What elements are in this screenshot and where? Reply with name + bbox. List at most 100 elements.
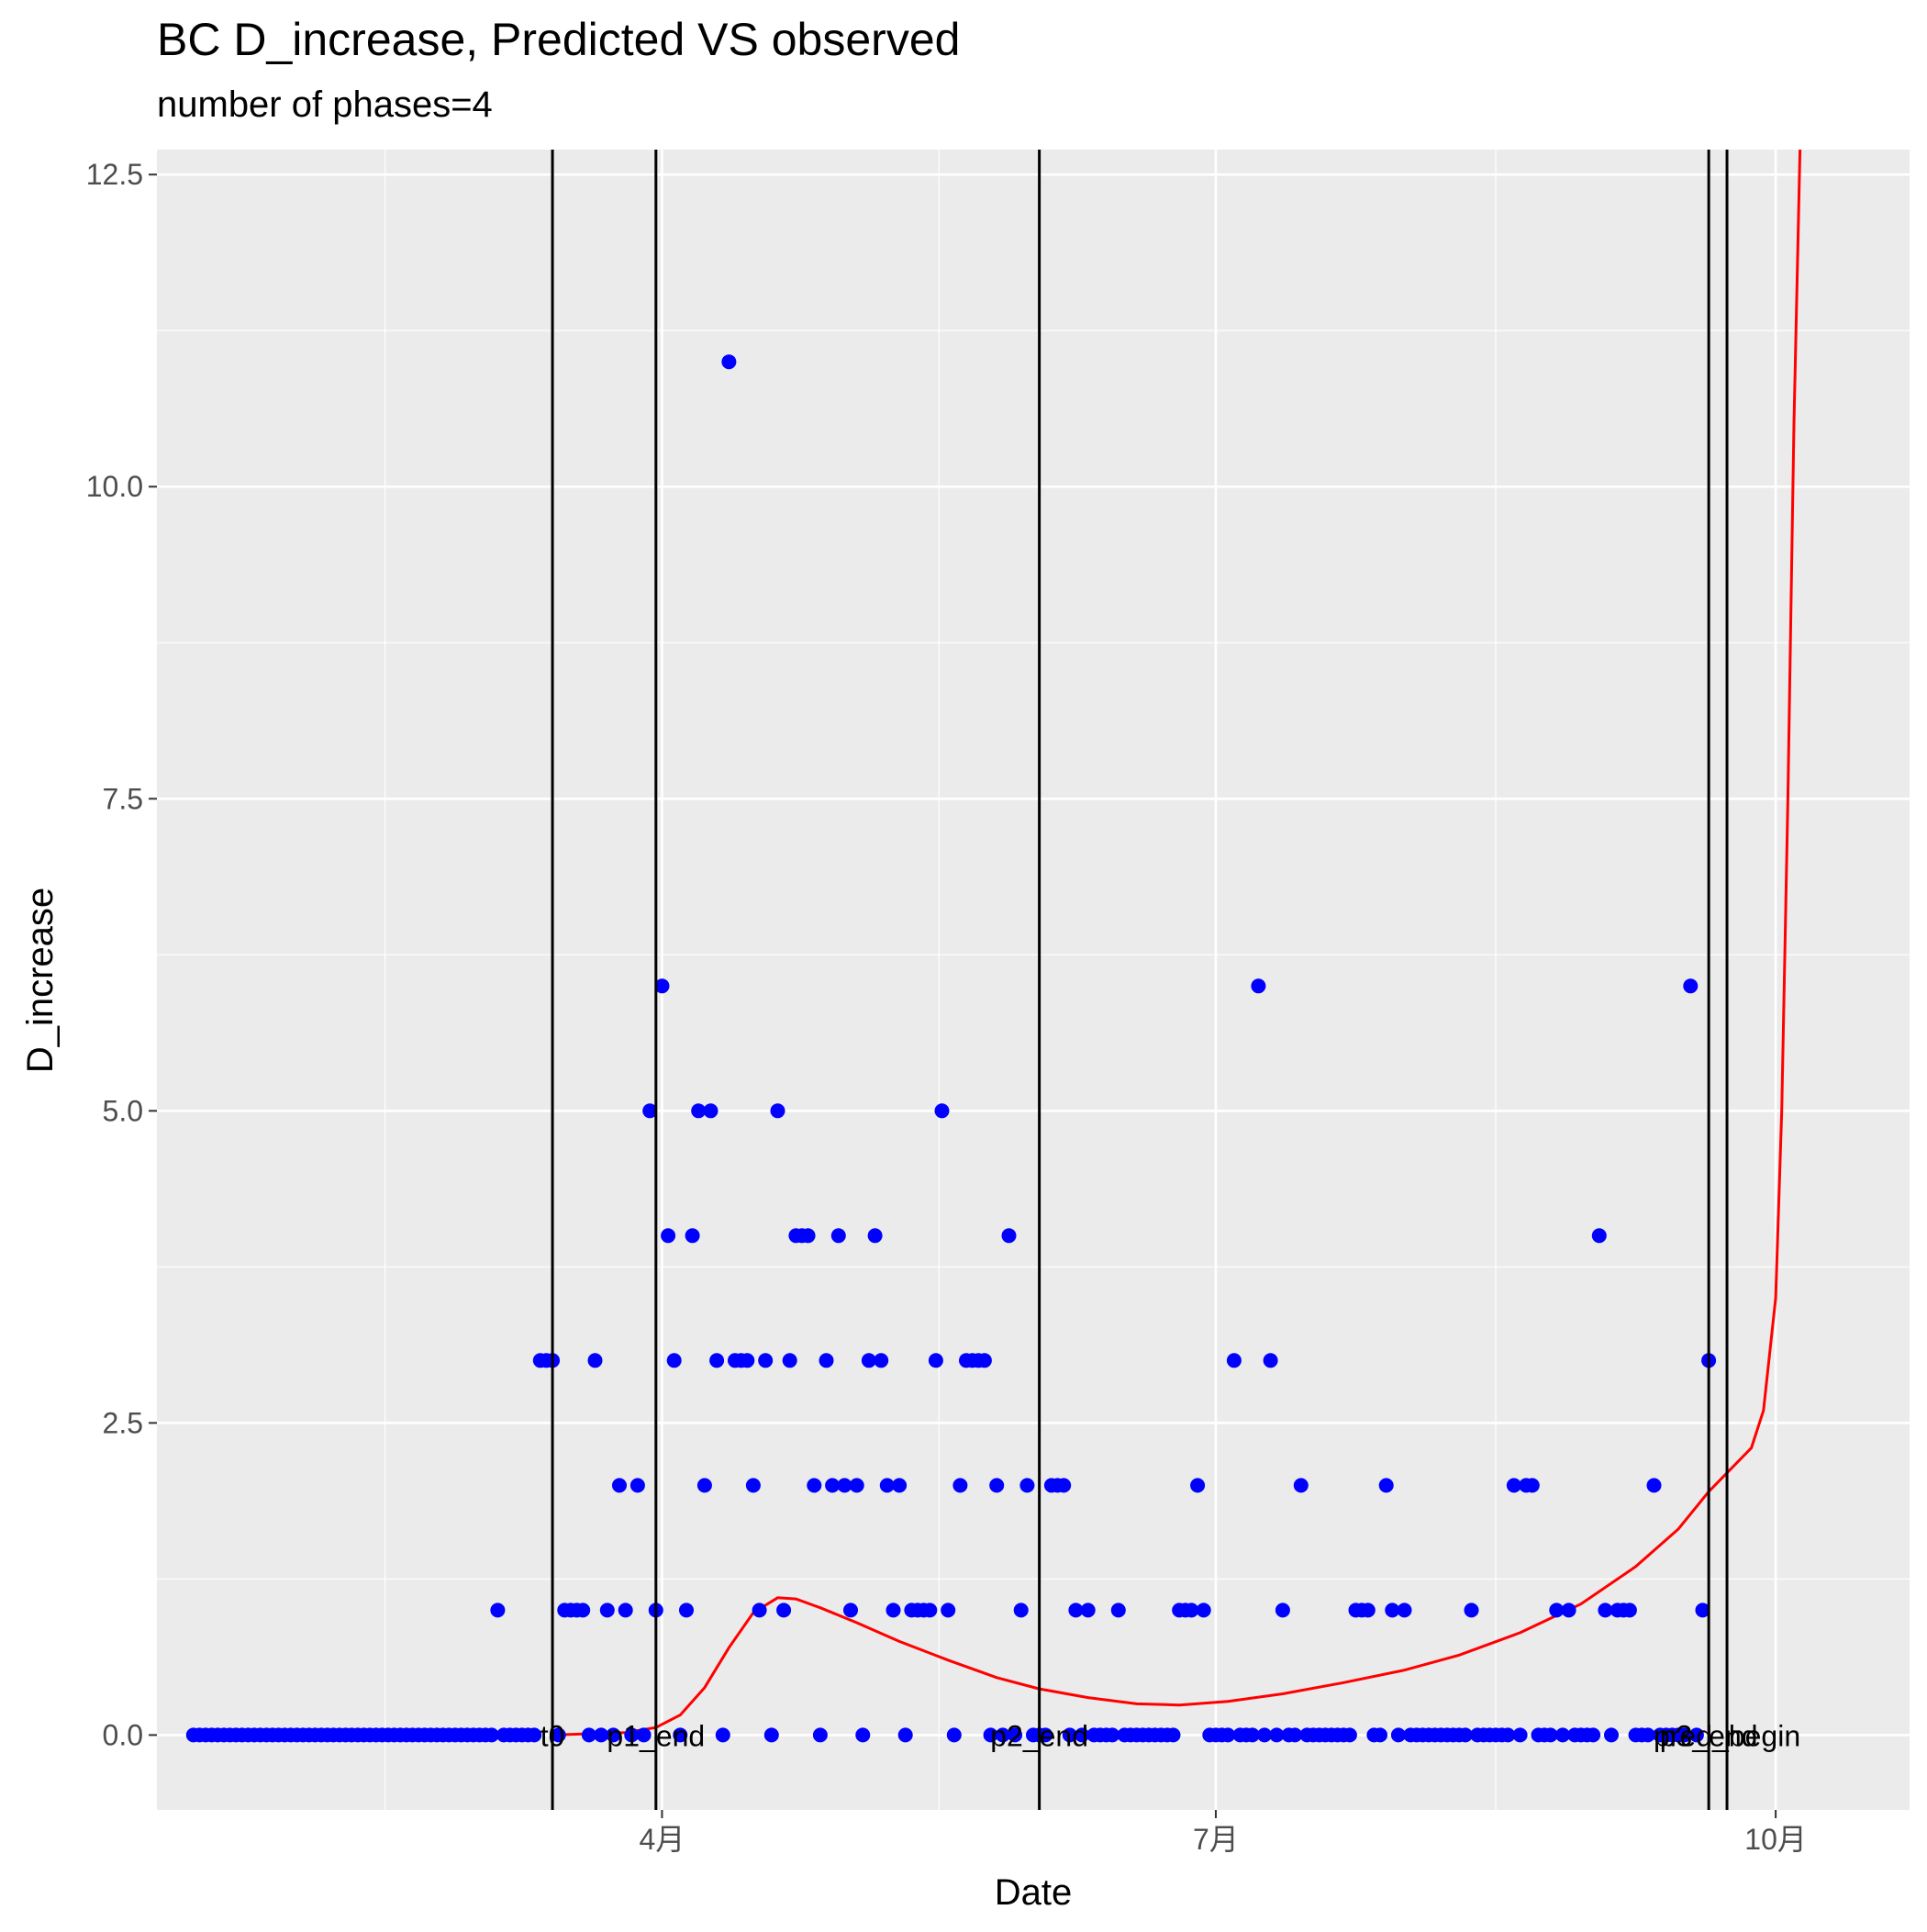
x-axis-label: Date: [995, 1872, 1073, 1913]
data-point: [703, 1103, 718, 1119]
data-point: [934, 1103, 950, 1119]
data-point: [879, 1478, 895, 1493]
data-point: [740, 1353, 755, 1368]
data-point: [752, 1603, 767, 1618]
data-point: [1390, 1727, 1406, 1743]
data-point: [807, 1478, 822, 1493]
y-axis-label: D_increase: [20, 888, 61, 1073]
data-point: [928, 1353, 943, 1368]
data-point: [696, 1478, 712, 1493]
data-point: [1695, 1603, 1710, 1618]
phase-marker-label: t0: [540, 1719, 565, 1752]
data-point: [715, 1727, 730, 1743]
data-point: [1226, 1353, 1242, 1368]
plot-panel: [157, 150, 1910, 1810]
x-tick-label: 10月: [1744, 1823, 1807, 1856]
data-point: [1251, 978, 1266, 994]
data-point: [624, 1727, 640, 1743]
grid-minor: [157, 150, 1910, 1810]
y-tick-label: 12.5: [86, 158, 143, 191]
data-point: [1373, 1727, 1387, 1743]
data-point: [1269, 1727, 1285, 1743]
data-point: [861, 1353, 876, 1368]
data-point: [1196, 1603, 1211, 1618]
data-point: [1457, 1727, 1473, 1743]
chart-title: BC D_increase, Predicted VS observed: [157, 14, 961, 65]
data-point: [1275, 1603, 1290, 1618]
data-point: [874, 1353, 889, 1368]
phase-marker-label: p1_end: [607, 1719, 705, 1752]
data-point: [606, 1727, 621, 1743]
data-point: [636, 1727, 652, 1743]
data-point: [1591, 1228, 1607, 1244]
data-point: [1506, 1478, 1521, 1493]
data-point: [1293, 1478, 1309, 1493]
data-point: [1263, 1353, 1278, 1368]
data-point: [782, 1353, 797, 1368]
data-point: [1068, 1603, 1084, 1618]
data-point: [1683, 978, 1699, 994]
data-point: [941, 1603, 956, 1618]
data-point: [886, 1603, 901, 1618]
grid-major: [157, 150, 1910, 1810]
data-point: [709, 1353, 725, 1368]
data-point: [1220, 1727, 1236, 1743]
chart-subtitle: number of phases=4: [157, 84, 493, 125]
data-point: [1688, 1727, 1704, 1743]
data-point: [1621, 1603, 1637, 1618]
data-point: [1257, 1727, 1272, 1743]
x-tick-label: 7月: [1193, 1823, 1239, 1856]
data-point: [1075, 1727, 1090, 1743]
data-point: [1549, 1603, 1565, 1618]
y-axis: 0.0 2.5 5.0 7.5 10.0 12.5: [86, 158, 157, 1751]
predicted-series: [552, 149, 1802, 1737]
data-point: [825, 1478, 841, 1493]
data-point: [776, 1603, 792, 1618]
data-point: [867, 1228, 883, 1244]
data-point: [599, 1603, 615, 1618]
data-point: [922, 1603, 938, 1618]
predicted-line: [552, 149, 1802, 1737]
data-point: [721, 354, 737, 370]
data-point: [1105, 1727, 1120, 1743]
y-tick-label: 10.0: [86, 470, 143, 503]
data-point: [1080, 1603, 1096, 1618]
data-point: [527, 1727, 542, 1743]
data-point: [673, 1727, 688, 1743]
data-point: [1604, 1727, 1619, 1743]
data-point: [1244, 1727, 1260, 1743]
data-point: [691, 1103, 707, 1119]
phase-marker-label: p3_end: [1660, 1719, 1758, 1752]
data-point: [490, 1603, 506, 1618]
data-point: [1646, 1478, 1662, 1493]
data-point: [1543, 1727, 1558, 1743]
data-point: [484, 1727, 499, 1743]
y-tick-label: 7.5: [103, 782, 143, 815]
data-point: [770, 1103, 785, 1119]
data-point: [1586, 1727, 1601, 1743]
data-point: [1555, 1727, 1570, 1743]
data-point: [666, 1353, 682, 1368]
data-point: [1342, 1727, 1357, 1743]
data-point: [855, 1727, 871, 1743]
data-point: [946, 1727, 962, 1743]
data-point: [1062, 1727, 1077, 1743]
data-point: [830, 1228, 846, 1244]
data-point: [1008, 1727, 1023, 1743]
data-point: [1378, 1478, 1394, 1493]
data-point: [1464, 1603, 1479, 1618]
data-point: [618, 1603, 633, 1618]
data-point: [1524, 1478, 1540, 1493]
data-point: [1561, 1603, 1576, 1618]
data-point: [1165, 1727, 1181, 1743]
data-point: [679, 1603, 694, 1618]
data-point: [745, 1478, 761, 1493]
data-point: [1640, 1727, 1655, 1743]
phase-marker-label: pred_begin: [1654, 1719, 1800, 1752]
x-axis: 4月 7月 10月: [640, 1810, 1807, 1856]
data-point: [587, 1353, 603, 1368]
data-point: [763, 1727, 779, 1743]
data-point: [575, 1603, 591, 1618]
